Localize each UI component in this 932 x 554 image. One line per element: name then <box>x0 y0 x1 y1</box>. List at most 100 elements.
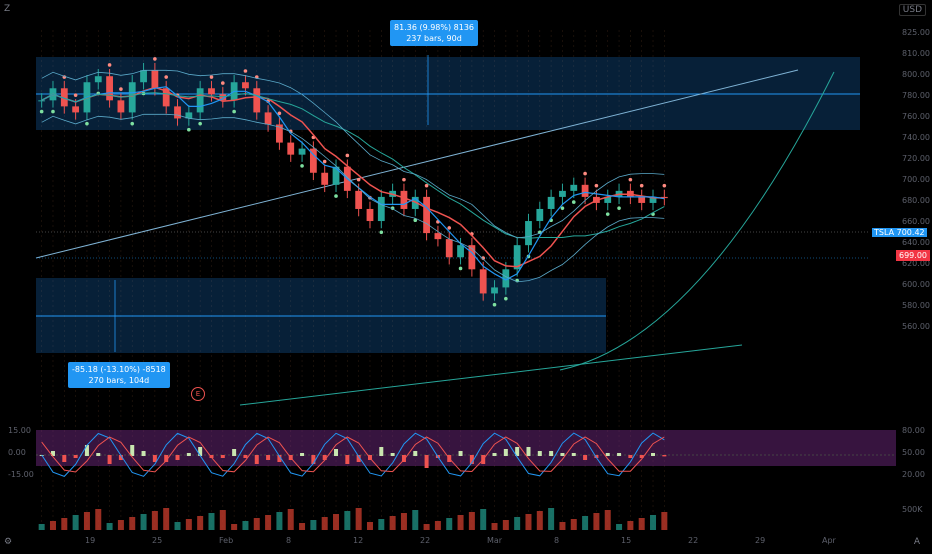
parabolic-sar-dot <box>413 218 418 223</box>
candle-body <box>604 196 612 203</box>
oscillator-histogram-bar <box>164 455 169 462</box>
symbol-tag: TSLA 700.42 <box>872 228 927 237</box>
volume-bar <box>321 517 328 530</box>
candle-body <box>38 100 46 102</box>
price-axis-label: 620.00 <box>902 259 930 268</box>
oscillator-histogram-bar <box>334 449 339 456</box>
oscillator-histogram-bar <box>617 453 622 456</box>
parabolic-sar-dot <box>73 93 78 97</box>
measure-box-upper: 81.36 (9.98%) 8136 237 bars, 90d <box>390 20 479 46</box>
volume-bar <box>333 514 340 530</box>
volume-bar <box>151 511 158 530</box>
oscillator-histogram-bar <box>537 451 542 456</box>
oscillator-left-label: 0.00 <box>8 448 26 457</box>
price-axis-label: 780.00 <box>902 91 930 100</box>
price-axis-label: 580.00 <box>902 301 930 310</box>
bollinger-upper <box>41 69 665 239</box>
currency-button[interactable]: USD <box>898 4 926 16</box>
candle-body <box>253 88 261 113</box>
oscillator-histogram-bar <box>469 455 474 464</box>
parabolic-sar-dot <box>164 75 168 79</box>
volume-bar <box>616 524 623 530</box>
price-axis-label: 760.00 <box>902 112 930 121</box>
oscillator-line-red <box>41 436 665 473</box>
price-axis-label: 800.00 <box>902 70 930 79</box>
volume-bar <box>366 522 373 530</box>
parabolic-sar-dot <box>322 159 327 164</box>
oscillator-histogram-bar <box>209 455 214 458</box>
measure-box-lower: -85.18 (-13.10%) -8518 270 bars, 104d <box>68 362 170 388</box>
parabolic-sar-dot <box>402 177 406 182</box>
candle-body <box>547 196 555 209</box>
parabolic-sar-dot <box>198 121 202 126</box>
volume-bar <box>231 524 238 530</box>
volume-bar <box>38 524 45 530</box>
candle-body <box>321 172 329 185</box>
oscillator-histogram-bar <box>232 449 237 456</box>
auto-scale-button[interactable]: A <box>913 537 920 547</box>
oscillator-line-blue <box>41 432 665 477</box>
time-axis-label: 19 <box>85 536 95 545</box>
price-axis-label: 825.00 <box>902 28 930 37</box>
measure-lower-line1: -85.18 (-13.10%) -8518 <box>72 365 166 374</box>
candle-body <box>434 233 442 240</box>
oscillator-histogram-bar <box>266 455 271 460</box>
volume-bar <box>650 515 657 530</box>
oscillator-histogram-bar <box>594 455 599 458</box>
parabolic-sar-dot <box>379 230 384 235</box>
candle-body <box>468 245 476 270</box>
oscillator-histogram-bar <box>356 455 361 462</box>
candle-body <box>570 184 578 191</box>
volume-bar <box>208 513 215 530</box>
settings-icon[interactable]: ⚙ <box>4 537 13 547</box>
candle-body <box>479 269 487 294</box>
parabolic-curve <box>559 71 835 371</box>
oscillator-histogram-bar <box>401 455 406 462</box>
oscillator-histogram-bar <box>458 451 463 456</box>
parabolic-sar-dot <box>209 75 214 79</box>
last-price-tag: 699.00 <box>896 250 930 261</box>
time-axis-label: 29 <box>755 536 765 545</box>
volume-bar <box>49 521 56 530</box>
price-axis-label: 810.00 <box>902 49 930 58</box>
oscillator-histogram-bar <box>571 453 576 456</box>
oscillator-histogram-bar <box>583 455 588 460</box>
parabolic-sar-dot <box>39 109 44 114</box>
parabolic-sar-dot <box>662 183 667 188</box>
volume-bar <box>276 512 283 530</box>
left-toolbar-icon[interactable]: Z <box>4 4 11 14</box>
oscillator-histogram-bar <box>198 447 203 456</box>
oscillator-histogram-bar <box>560 453 565 456</box>
volume-bar <box>310 520 317 530</box>
volume-bar <box>525 514 532 530</box>
parabolic-sar-dot <box>628 177 633 182</box>
oscillator-histogram-bar <box>413 451 418 456</box>
oscillator-histogram-bar <box>300 453 305 456</box>
volume-bar <box>593 513 600 530</box>
ema-green-line <box>41 92 665 239</box>
candle-body <box>185 112 193 119</box>
volume-bar <box>197 516 204 530</box>
symbol-name: TSLA <box>874 228 895 237</box>
trendline-lower <box>239 344 743 406</box>
candle-body <box>400 190 408 209</box>
candle-body <box>377 196 385 222</box>
volume-bar <box>480 509 487 530</box>
earnings-event-marker[interactable]: E <box>191 387 205 401</box>
parabolic-sar-dot <box>187 127 191 132</box>
time-axis-label: Feb <box>219 536 233 545</box>
symbol-price: 700.42 <box>896 228 925 237</box>
oscillator-histogram-bar <box>118 455 123 460</box>
candle-body <box>423 196 430 234</box>
oscillator-histogram-bar <box>243 455 248 458</box>
candle-body <box>332 166 340 185</box>
time-axis-label: 22 <box>420 536 430 545</box>
oscillator-histogram-bar <box>379 447 384 456</box>
candle-body <box>559 190 566 197</box>
parabolic-sar-dot <box>605 212 610 216</box>
candle-body <box>298 148 306 155</box>
price-axis-label: 740.00 <box>902 133 930 142</box>
candle-body <box>502 269 510 288</box>
